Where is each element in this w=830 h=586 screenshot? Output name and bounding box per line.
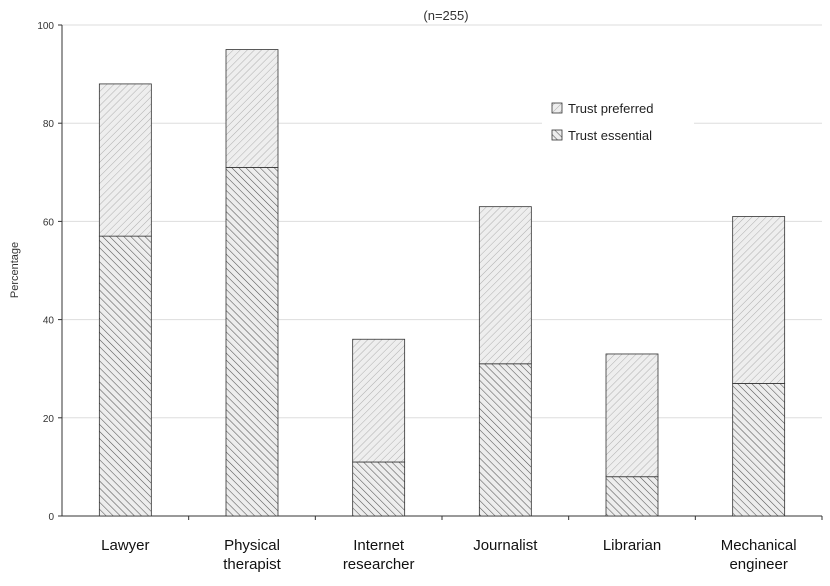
legend-label-preferred: Trust preferred (568, 101, 654, 116)
axes: 0 20 40 60 80 100 (37, 21, 823, 523)
x-tick-label: Librarian (603, 537, 661, 554)
y-tick-label: 20 (43, 414, 55, 425)
bar-trust-essential (605, 476, 659, 517)
bar-trust-essential (478, 363, 532, 517)
legend-box (542, 94, 694, 150)
y-tick-label: 40 (43, 316, 55, 327)
bar-trust-preferred (98, 83, 152, 237)
bar-trust-preferred (605, 353, 659, 478)
x-tick-label: Physical (224, 537, 280, 554)
bar-trust-preferred (225, 49, 279, 168)
bar-trust-essential (352, 461, 406, 517)
legend-label-essential: Trust essential (568, 128, 652, 143)
bar-trust-essential (732, 383, 786, 517)
x-tick-label: therapist (223, 556, 281, 573)
x-tick-label: researcher (343, 556, 415, 573)
bar-trust-preferred (478, 206, 532, 365)
legend: Trust preferred Trust essential (542, 94, 694, 150)
y-tick-label: 0 (48, 512, 54, 523)
legend-swatch-preferred (551, 102, 563, 114)
y-tick-label: 60 (43, 217, 55, 228)
gridlines (62, 24, 822, 419)
x-tick-label: Lawyer (101, 537, 149, 554)
x-tick-label: engineer (729, 556, 787, 573)
x-tick-label: Internet (353, 537, 405, 554)
y-tick-label: 80 (43, 119, 55, 130)
chart-title: (n=255) (423, 8, 468, 23)
x-tick-label: Mechanical (721, 537, 797, 554)
y-axis-label: Percentage (9, 242, 21, 298)
bar-trust-preferred (352, 338, 406, 463)
legend-swatch-essential (551, 129, 563, 141)
bar-trust-preferred (732, 216, 786, 384)
bars (98, 49, 786, 517)
bar-trust-essential (225, 166, 279, 517)
category-labels: Lawyer Physical therapist Internet researche… (101, 537, 796, 573)
bar-trust-essential (98, 235, 152, 517)
y-tick-label: 100 (37, 21, 54, 32)
x-tick-label: Journalist (473, 537, 538, 554)
